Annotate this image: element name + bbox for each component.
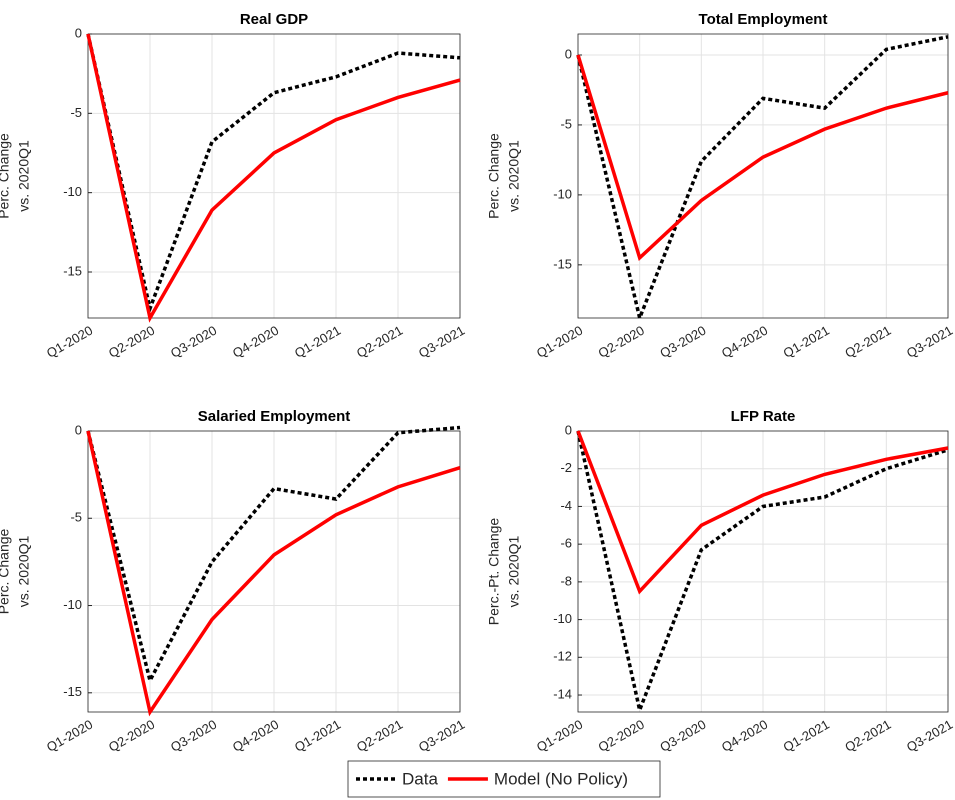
chart-title: Real GDP: [240, 11, 308, 28]
y-axis-label: Perc. Change: [0, 528, 12, 614]
x-tick-label: Q3-2020: [657, 323, 708, 361]
chart-title: Total Employment: [699, 11, 828, 28]
y-tick-label: -6: [560, 536, 572, 551]
y-tick-label: 0: [75, 25, 82, 40]
y-axis-label: Perc. Change: [486, 133, 502, 219]
data-line: [576, 430, 949, 595]
y-tick-label: -5: [70, 510, 82, 525]
x-tick-label: Q3-2021: [904, 323, 955, 361]
x-tick-label: Q2-2020: [596, 717, 647, 755]
y-tick-label: -2: [560, 460, 572, 475]
plot-frame: [577, 33, 949, 319]
x-tick-label: Q1-2020: [44, 717, 95, 755]
y-tick-label: -5: [70, 105, 82, 120]
data-line: [86, 33, 461, 315]
x-tick-label: Q1-2021: [781, 323, 832, 361]
y-tick-label: 0: [565, 46, 572, 61]
y-tick-label: 0: [75, 422, 82, 437]
x-tick-label: Q2-2021: [842, 323, 893, 361]
x-tick-label: Q3-2021: [904, 717, 955, 755]
x-tick-label: Q1-2021: [292, 717, 343, 755]
x-tick-label: Q1-2020: [534, 323, 585, 361]
y-tick-label: -15: [553, 256, 572, 271]
y-tick-label: -10: [63, 184, 82, 199]
y-tick-label: -15: [63, 263, 82, 278]
y-axis-label: vs. 2020Q1: [506, 535, 522, 607]
data-line: [86, 33, 461, 323]
y-tick-label: 0: [565, 422, 572, 437]
x-tick-label: Q1-2020: [44, 323, 95, 361]
y-axis-label: Perc.-Pt. Change: [486, 518, 502, 626]
x-tick-label: Q3-2020: [657, 717, 708, 755]
x-tick-label: Q1-2021: [781, 717, 832, 755]
x-tick-label: Q1-2020: [534, 717, 585, 755]
x-tick-label: Q3-2021: [416, 717, 467, 755]
y-tick-label: -10: [553, 611, 572, 626]
x-tick-label: Q2-2021: [354, 323, 405, 361]
y-axis-label: Perc. Change: [0, 133, 12, 219]
x-tick-label: Q1-2021: [292, 323, 343, 361]
y-tick-label: -15: [63, 684, 82, 699]
y-tick-label: -5: [560, 116, 572, 131]
plot-frame: [87, 33, 461, 319]
y-axis-label: vs. 2020Q1: [506, 140, 522, 212]
legend-box: [347, 760, 661, 798]
legend-label: Model (No Policy): [494, 769, 628, 788]
x-tick-label: Q4-2020: [230, 717, 281, 755]
data-line: [576, 35, 949, 324]
x-tick-label: Q4-2020: [719, 717, 770, 755]
x-tick-label: Q2-2021: [354, 717, 405, 755]
x-tick-label: Q2-2020: [106, 323, 157, 361]
x-tick-label: Q2-2020: [106, 717, 157, 755]
data-line: [86, 430, 461, 717]
x-tick-label: Q2-2020: [596, 323, 647, 361]
legend-label: Data: [402, 769, 438, 788]
plot-frame: [87, 430, 461, 713]
data-line: [86, 425, 461, 686]
plot-frame: [577, 430, 949, 713]
y-axis-label: vs. 2020Q1: [16, 140, 32, 212]
x-tick-label: Q4-2020: [230, 323, 281, 361]
data-line: [576, 54, 949, 262]
y-tick-label: -10: [63, 597, 82, 612]
x-tick-label: Q4-2020: [719, 323, 770, 361]
data-line: [576, 430, 949, 717]
legend: Data Model (No Policy): [347, 760, 661, 798]
y-tick-label: -4: [560, 498, 572, 513]
y-tick-label: -8: [560, 573, 572, 588]
x-tick-label: Q2-2021: [842, 717, 893, 755]
x-tick-label: Q3-2021: [416, 323, 467, 361]
chart-title: LFP Rate: [731, 408, 796, 425]
x-tick-label: Q3-2020: [168, 717, 219, 755]
chart-title: Salaried Employment: [198, 408, 351, 425]
y-tick-label: -12: [553, 649, 572, 664]
x-tick-label: Q3-2020: [168, 323, 219, 361]
y-tick-label: -10: [553, 186, 572, 201]
y-tick-label: -14: [553, 686, 572, 701]
y-axis-label: vs. 2020Q1: [16, 535, 32, 607]
